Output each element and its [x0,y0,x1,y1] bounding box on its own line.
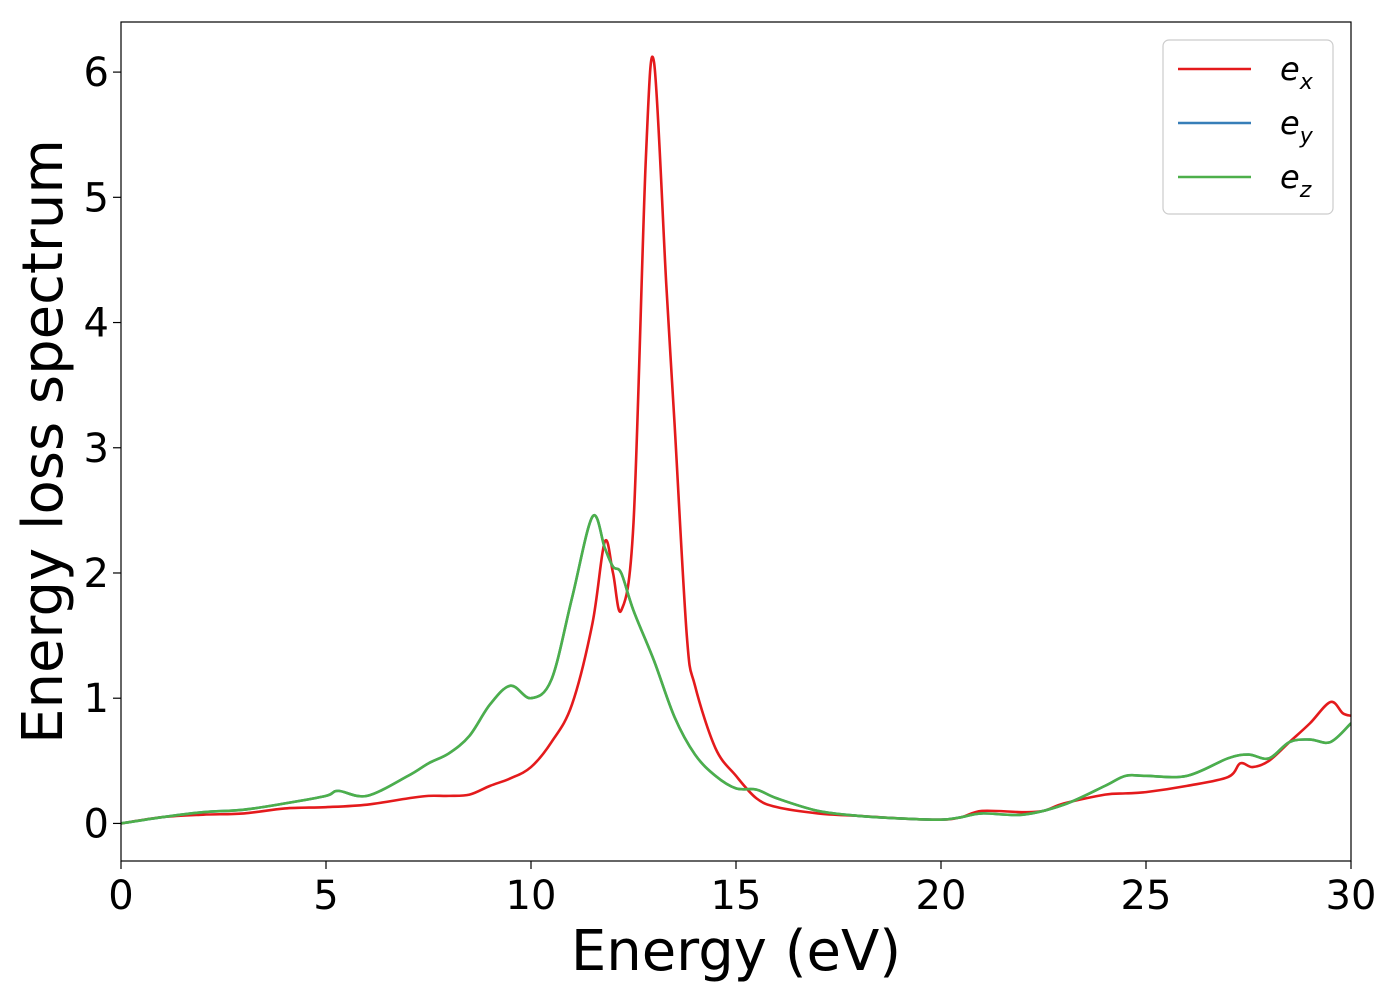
x-tick-label: 30 [1326,873,1377,919]
x-axis-label: Energy (eV) [571,919,901,984]
legend: ex ey ez [1162,39,1334,215]
x-axis-ticks: 0 5 10 15 20 25 30 [108,861,1376,919]
y-tick-label: 3 [84,426,109,472]
series-layer [121,55,1351,825]
y-tick-label: 5 [84,175,109,221]
x-tick-label: 10 [506,873,557,919]
legend-box [1162,39,1334,215]
x-tick-label: 0 [108,873,133,919]
y-axis-ticks: 0 1 2 3 4 5 6 [84,50,121,847]
x-tick-label: 15 [711,873,762,919]
x-tick-label: 20 [916,873,967,919]
y-tick-label: 4 [84,301,109,347]
legend-label-y: ey [1280,104,1314,149]
legend-label-x: ex [1280,50,1314,95]
y-tick-label: 2 [84,551,109,597]
y-tick-label: 1 [84,676,109,722]
series-line-e-z [121,513,1351,825]
series-line-e-x [121,55,1351,825]
legend-label-z: ez [1280,158,1312,203]
y-tick-label: 6 [84,50,109,96]
y-axis-label: Energy loss spectrum [11,139,76,744]
y-tick-label: 0 [84,801,109,847]
x-tick-label: 25 [1121,873,1172,919]
x-tick-label: 5 [313,873,338,919]
